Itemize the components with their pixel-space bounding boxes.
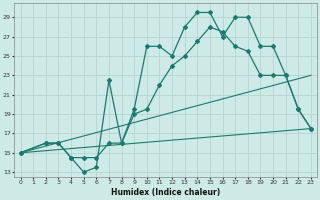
X-axis label: Humidex (Indice chaleur): Humidex (Indice chaleur) xyxy=(111,188,220,197)
